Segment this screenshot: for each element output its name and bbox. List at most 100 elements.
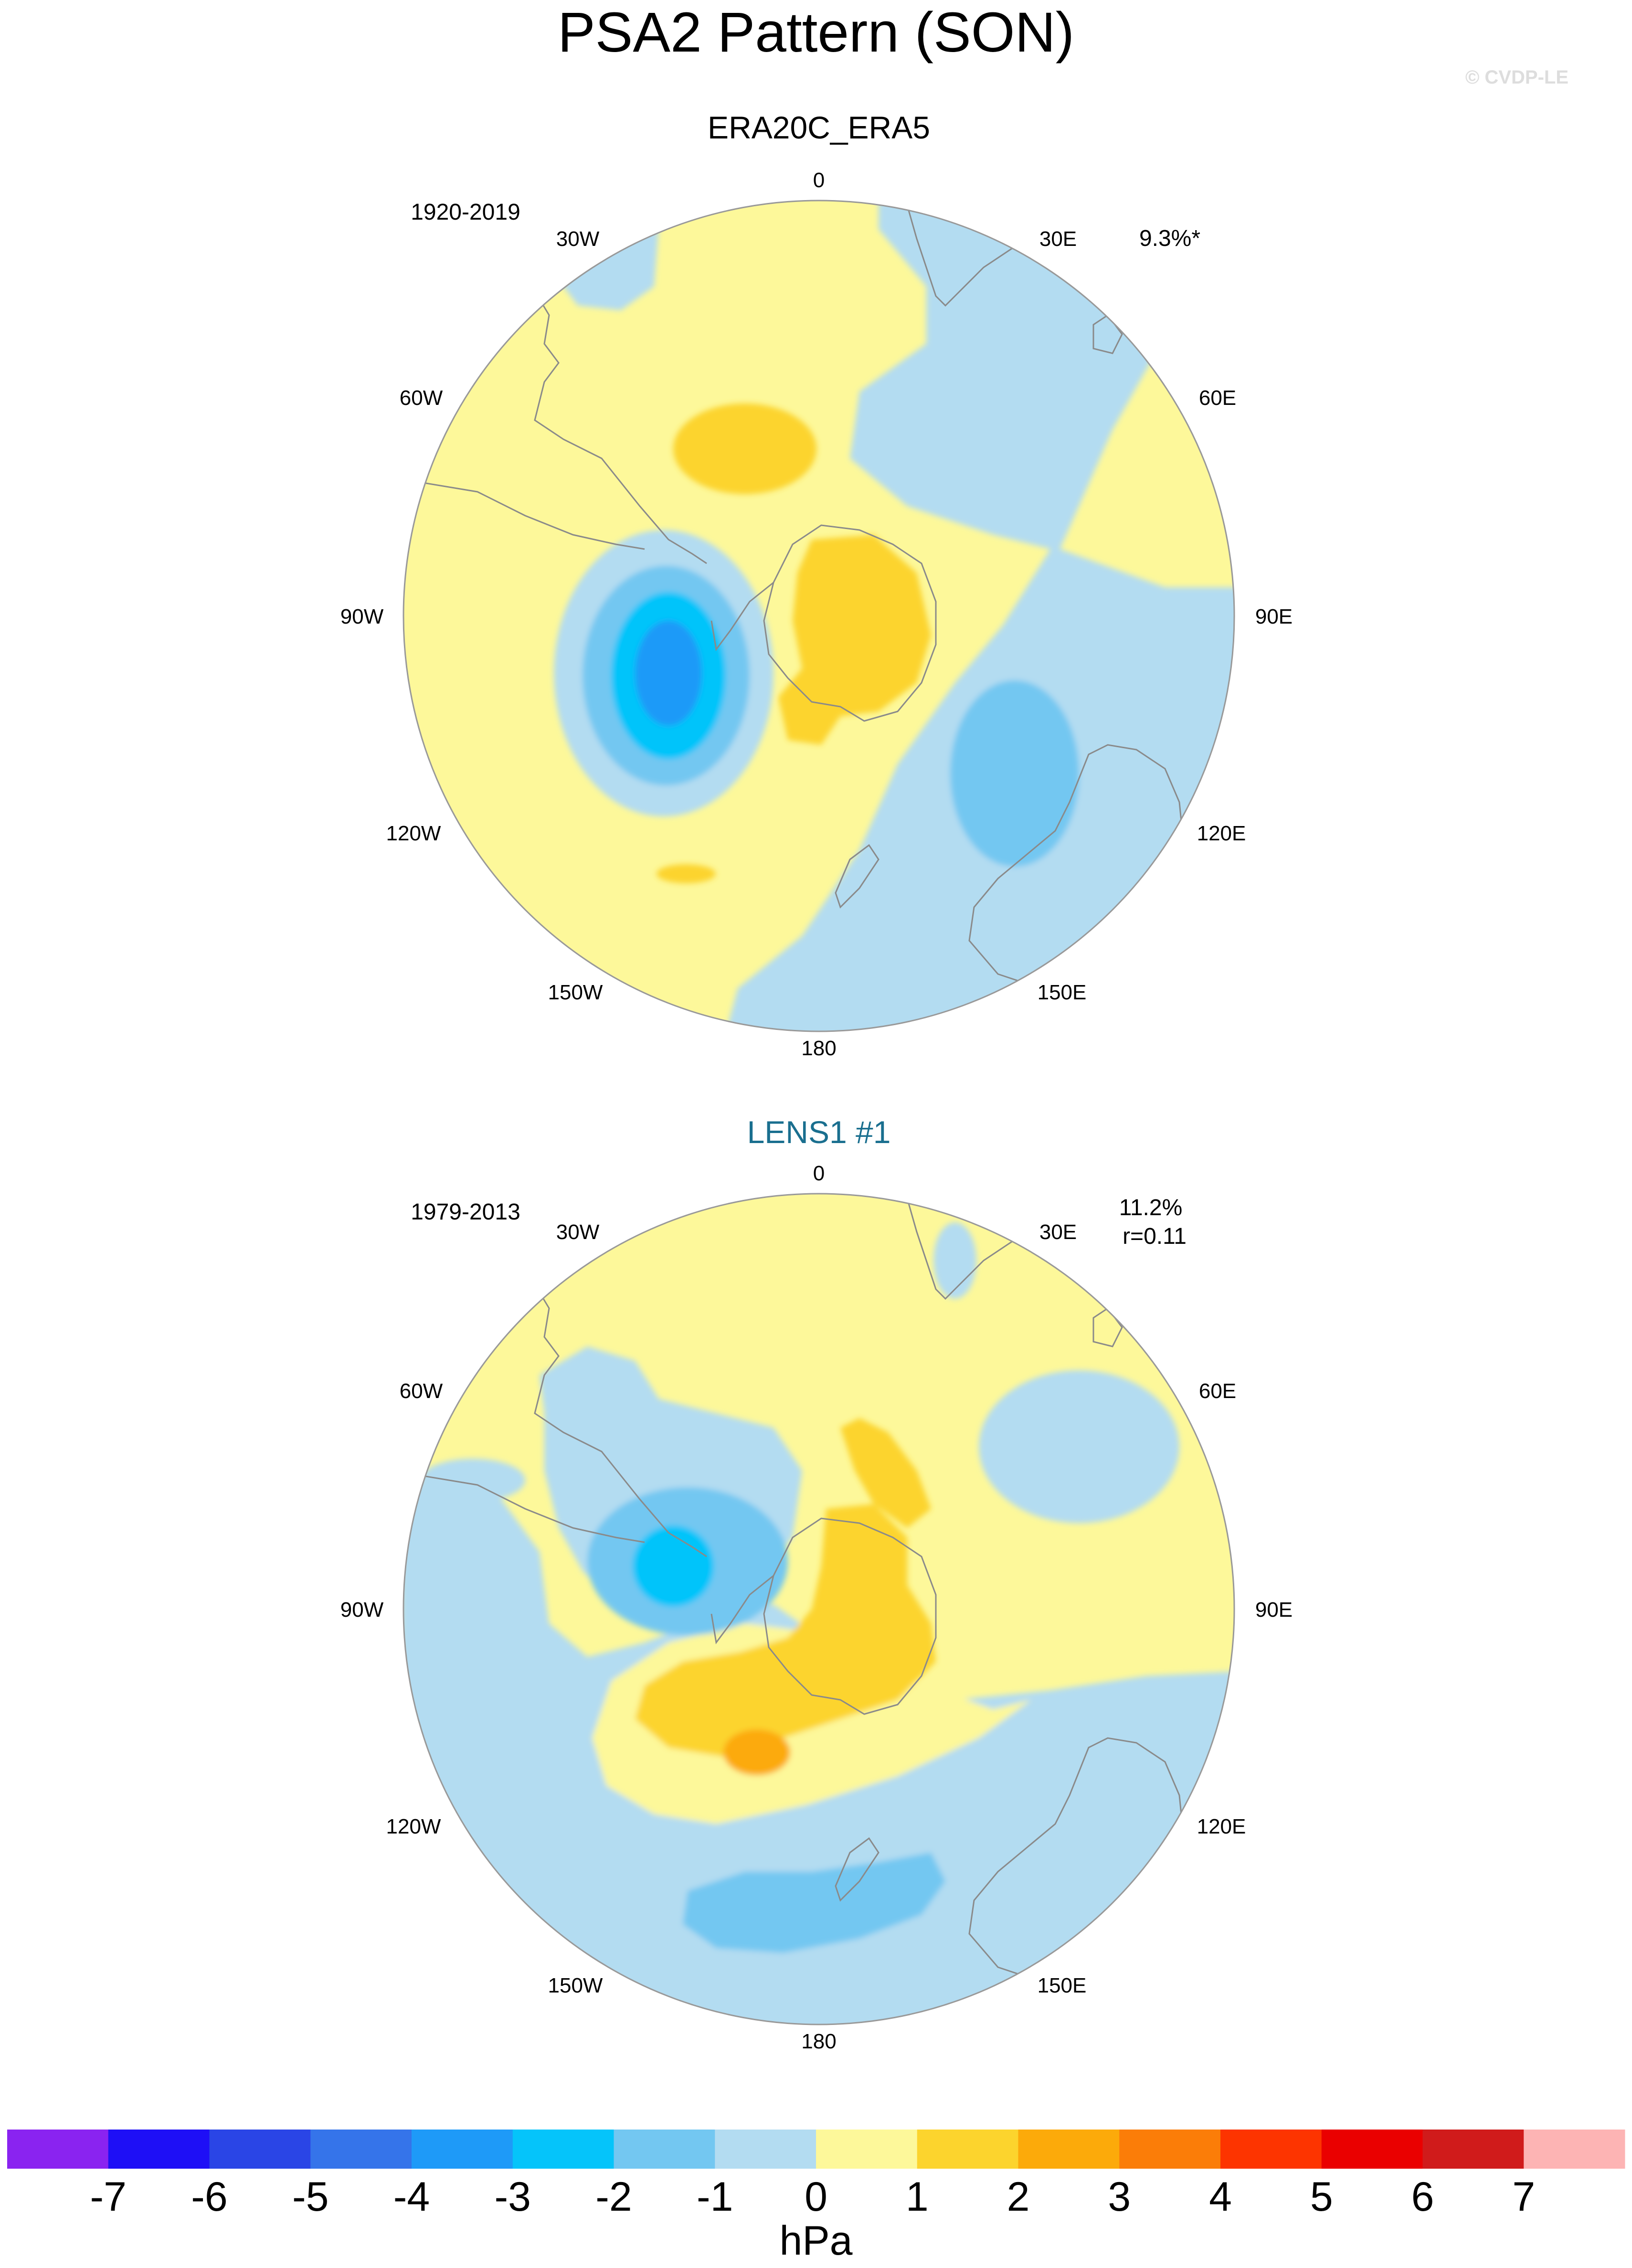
colorbar-swatch <box>1119 2130 1221 2169</box>
colorbar-swatch <box>412 2130 513 2169</box>
panel-lens1: LENS1 #1 1979-2013 11.2% r=0.11 <box>340 1114 1293 2053</box>
contour-neg2-south <box>683 1853 945 1953</box>
coastline-antarctic-peninsula <box>710 582 774 651</box>
contour-neg1-east <box>721 201 1234 1031</box>
lon-label-60e: 60E <box>1199 386 1236 410</box>
contour-fill <box>549 201 1234 1031</box>
lon-label-30w: 30W <box>556 227 600 251</box>
lon-label-120w: 120W <box>386 1815 441 1838</box>
lon-label-90e: 90E <box>1255 605 1293 628</box>
colorbar-swatch <box>512 2130 614 2169</box>
lon-label-120e: 120E <box>1197 1815 1246 1838</box>
colorbar-swatch <box>310 2130 412 2169</box>
colorbar-tick-label: 0 <box>805 2174 827 2220</box>
coastline-madagascar <box>1092 1307 1123 1347</box>
colorbar-swatch <box>209 2130 311 2169</box>
copyright-label: © CVDP-LE <box>1465 67 1568 88</box>
lon-label-60w: 60W <box>400 1379 443 1403</box>
polar-map <box>403 201 1234 1031</box>
colorbar-swatch <box>816 2130 918 2169</box>
coastline-antarctica <box>763 524 937 722</box>
map-border <box>403 200 1235 1032</box>
colorbar-swatches <box>7 2130 1625 2169</box>
lon-label-0: 0 <box>813 169 825 192</box>
colorbar-tick-label: -5 <box>292 2174 329 2220</box>
contour-neg2-east <box>950 680 1079 867</box>
colorbar-tick-label: -2 <box>595 2174 632 2220</box>
contour-pos2-north <box>673 403 816 494</box>
colorbar-tick-label: 7 <box>1512 2174 1535 2220</box>
colorbar-swatch <box>1321 2130 1423 2169</box>
coastline-south-america <box>534 291 707 564</box>
longitude-labels: 0 30E 60E 90E 120E 150E 180 150W 120W 90… <box>340 1162 1293 2053</box>
lon-label-180: 180 <box>801 2030 836 2053</box>
coastline-antarctic-peninsula <box>710 1575 774 1644</box>
lon-label-0: 0 <box>813 1162 825 1185</box>
map-border <box>403 1193 1235 2025</box>
panel-correlation: r=0.11 <box>1123 1224 1187 1249</box>
coastline-antarctica <box>763 1517 937 1715</box>
contour-pos2-north <box>840 1418 931 1528</box>
colorbar-unit-label: hPa <box>779 2218 852 2264</box>
panel-title: LENS1 #1 <box>747 1114 891 1150</box>
colorbar-swatch <box>108 2130 210 2169</box>
coastline-south-america-pacific <box>420 481 645 550</box>
lon-label-30w: 30W <box>556 1220 600 1244</box>
lon-label-150e: 150E <box>1038 981 1087 1004</box>
contour-pos3-center <box>723 1729 790 1775</box>
contour-pos2-south <box>657 864 716 883</box>
panel-era20c-era5: ERA20C_ERA5 1920-2019 9.3%* <box>340 110 1293 1060</box>
coastline-africa <box>906 205 1013 307</box>
coastline-africa <box>906 1198 1013 1300</box>
panel-variance: 11.2% <box>1119 1195 1183 1220</box>
lon-label-30e: 30E <box>1039 227 1077 251</box>
colorbar-tick-label: 2 <box>1007 2174 1030 2220</box>
contour-neg1-northwest <box>420 1459 525 1502</box>
colorbar-tick-label: -1 <box>697 2174 733 2220</box>
colorbar-tick-label: 1 <box>906 2174 929 2220</box>
colorbar-swatch <box>1018 2130 1120 2169</box>
colorbar-tick-label: 5 <box>1310 2174 1333 2220</box>
colorbar-tick-label: 6 <box>1411 2174 1434 2220</box>
colorbar-swatch <box>1220 2130 1322 2169</box>
colorbar-tick-labels: -7 -6 -5 -4 -3 -2 -1 0 1 2 3 4 5 6 7 <box>90 2174 1536 2220</box>
colorbar-swatch <box>7 2130 109 2169</box>
contour-pos2-center <box>778 535 931 745</box>
colorbar-swatch <box>715 2130 816 2169</box>
colorbar-tick-label: -3 <box>495 2174 531 2220</box>
colorbar-tick-label: -7 <box>90 2174 127 2220</box>
lon-label-90w: 90W <box>340 605 384 628</box>
lon-label-150w: 150W <box>548 1974 603 1997</box>
lon-label-150e: 150E <box>1038 1974 1087 1997</box>
colorbar-tick-label: -4 <box>393 2174 430 2220</box>
contour-neg3-center <box>633 1526 714 1607</box>
lon-label-120w: 120W <box>386 822 441 845</box>
contour-neg1-east <box>979 1370 1179 1523</box>
contour-neg4-low <box>635 621 702 726</box>
panel-variance: 9.3%* <box>1139 226 1200 251</box>
longitude-labels: 0 30E 60E 90E 120E 150E 180 150W 120W 90… <box>340 169 1293 1060</box>
lon-label-150w: 150W <box>548 981 603 1004</box>
colorbar-swatch <box>614 2130 715 2169</box>
colorbar-swatch <box>1524 2130 1625 2169</box>
figure-title: PSA2 Pattern (SON) <box>558 1 1074 64</box>
coastline-south-america-pacific <box>420 1474 645 1543</box>
colorbar: -7 -6 -5 -4 -3 -2 -1 0 1 2 3 4 5 6 7 hPa <box>7 2130 1625 2264</box>
polar-map <box>403 1194 1234 2024</box>
coastline-south-america <box>534 1284 707 1558</box>
panel-years: 1979-2013 <box>411 1199 520 1225</box>
lon-label-60w: 60W <box>400 386 443 410</box>
panel-years: 1920-2019 <box>411 200 520 225</box>
colorbar-tick-label: -6 <box>191 2174 227 2220</box>
lon-label-90e: 90E <box>1255 1598 1293 1622</box>
lon-label-90w: 90W <box>340 1598 384 1622</box>
lon-label-180: 180 <box>801 1037 836 1060</box>
coastline-new-zealand <box>835 844 880 909</box>
coastline-new-zealand <box>835 1837 880 1902</box>
lon-label-30e: 30E <box>1039 1220 1077 1244</box>
panel-title: ERA20C_ERA5 <box>708 110 930 145</box>
contour-neg1-south-africa <box>933 1222 976 1299</box>
colorbar-swatch <box>1422 2130 1524 2169</box>
contour-pos2-center <box>635 1504 936 1757</box>
